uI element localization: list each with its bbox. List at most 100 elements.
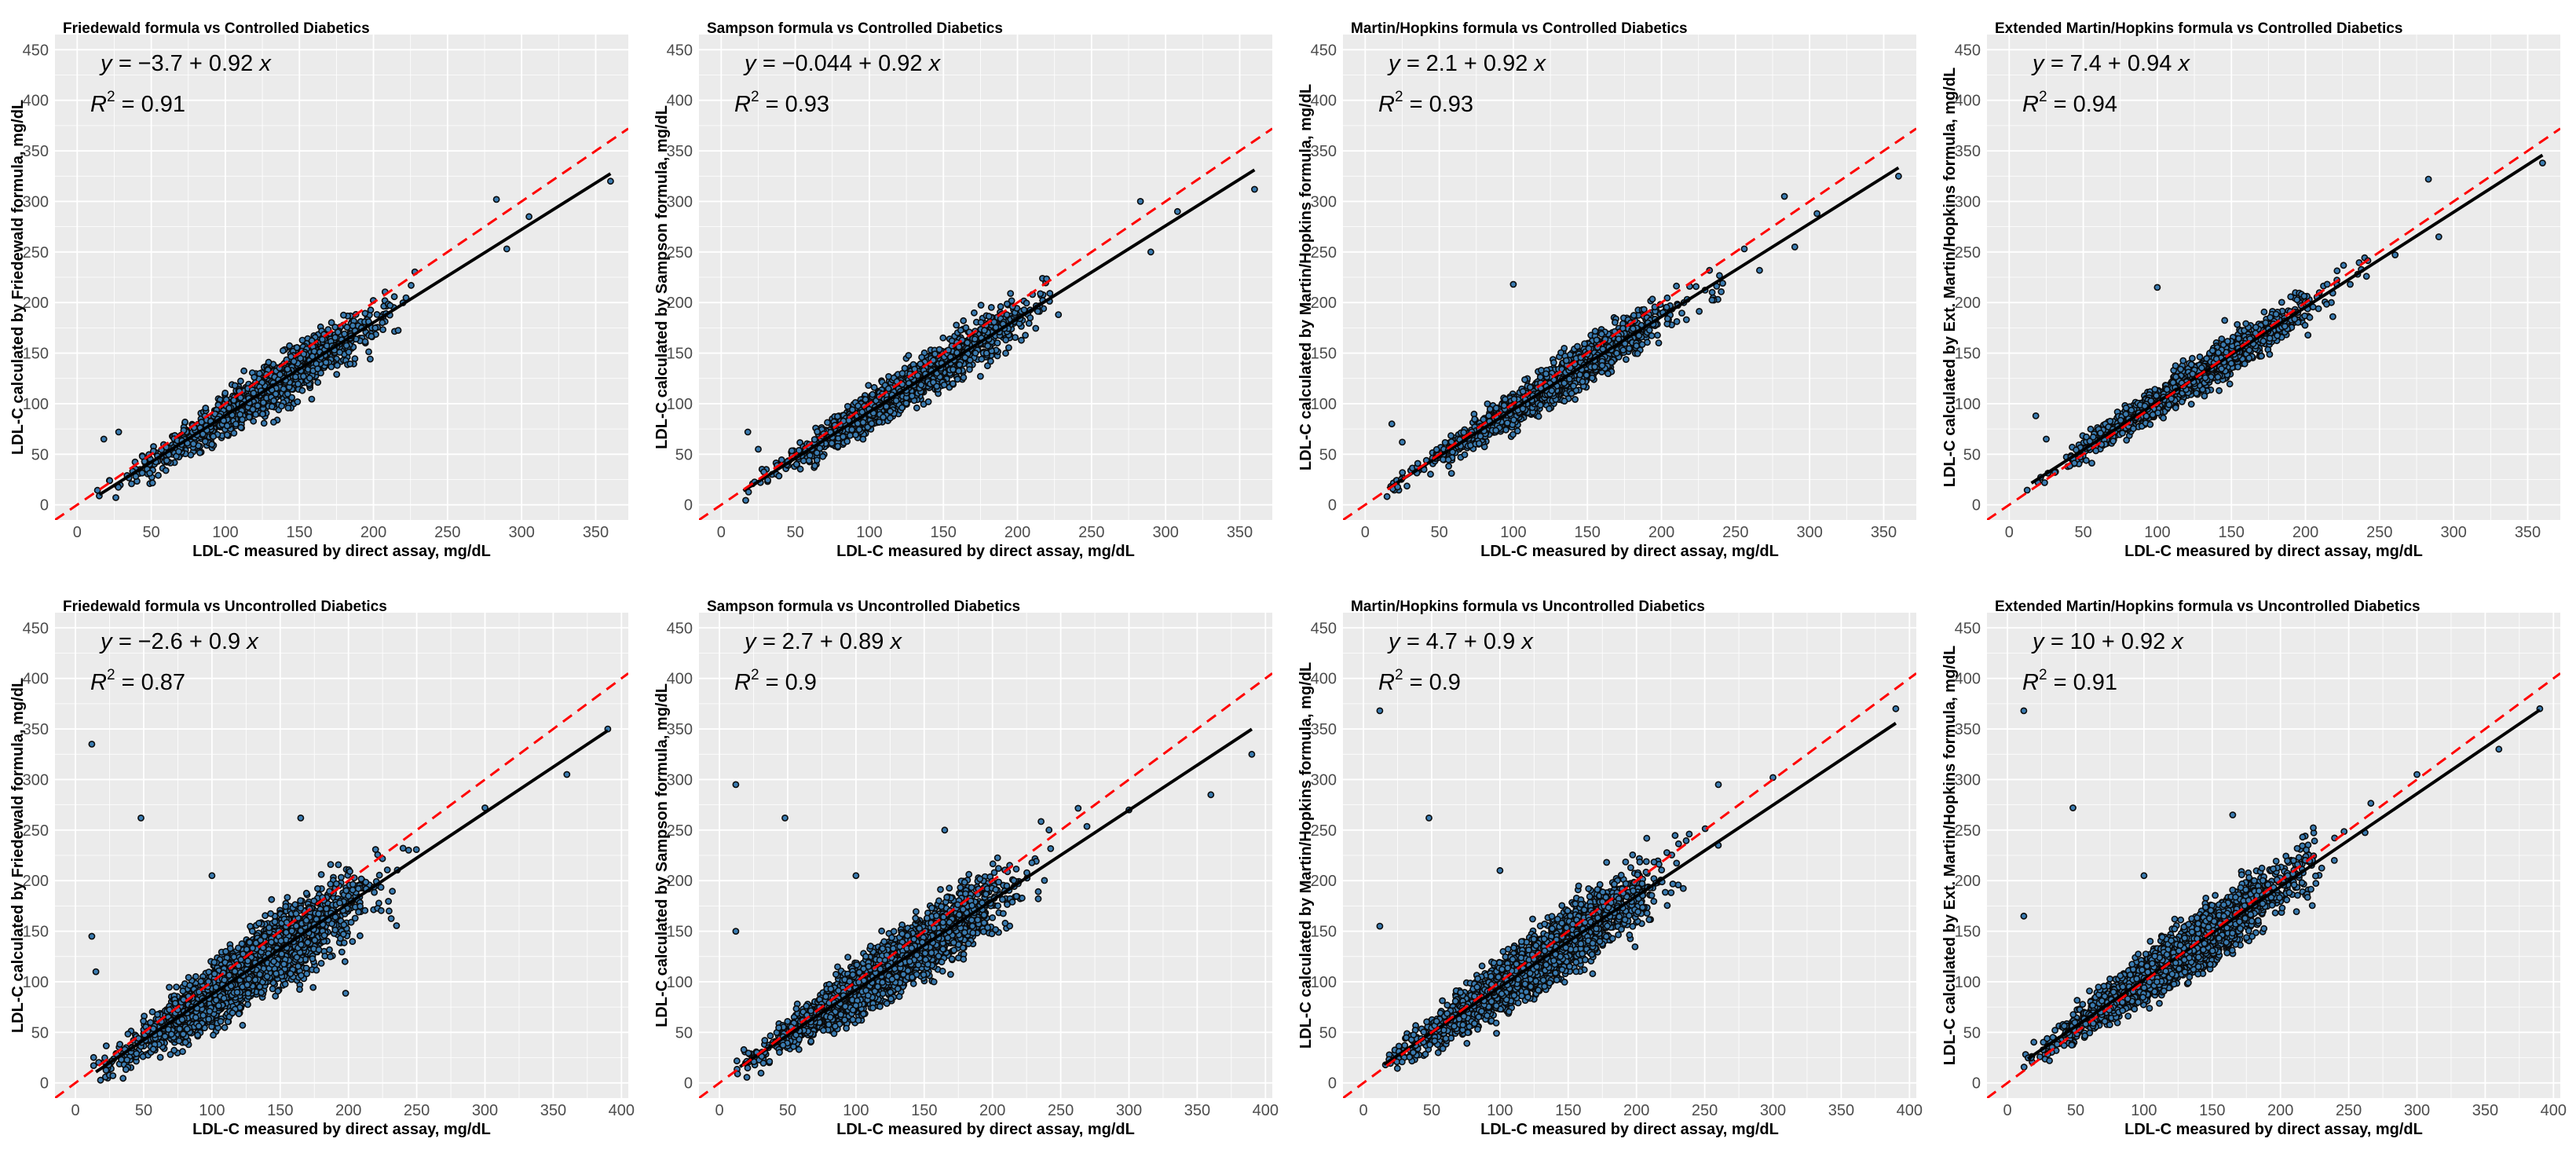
data-point: [346, 360, 354, 368]
x-tick-label: 50: [2074, 524, 2091, 541]
data-point: [1004, 344, 1012, 351]
data-point: [361, 309, 369, 317]
x-tick-label: 0: [1361, 524, 1370, 541]
data-point: [268, 403, 276, 410]
data-point: [940, 381, 948, 389]
data-point: [892, 397, 900, 405]
data-point: [1719, 280, 1726, 287]
data-point: [1536, 373, 1544, 381]
data-point: [1025, 320, 1033, 327]
data-point: [331, 334, 339, 342]
data-point: [843, 403, 851, 410]
data-point: [1447, 470, 1455, 477]
data-point: [813, 456, 821, 464]
data-point: [1630, 312, 1637, 319]
data-point: [848, 426, 856, 434]
data-point: [1414, 460, 1422, 467]
data-point: [983, 362, 991, 370]
identity-line: [1343, 127, 1916, 520]
data-point: [778, 456, 785, 463]
y-tick-label: 50: [31, 446, 49, 463]
data-point: [333, 371, 341, 378]
data-point: [977, 302, 985, 309]
data-point: [1521, 375, 1528, 383]
data-point: [935, 346, 943, 353]
data-point: [1447, 432, 1454, 440]
regression-equation: y = 2.1 + 0.92 x: [1387, 51, 1546, 76]
x-tick-label: 100: [856, 524, 882, 541]
data-point: [202, 405, 210, 412]
data-point: [1519, 387, 1527, 395]
data-point: [843, 438, 851, 445]
data-point: [115, 428, 123, 436]
x-tick-label: 150: [287, 524, 313, 541]
data-point: [1598, 361, 1606, 369]
data-point: [883, 403, 890, 410]
data-point: [181, 418, 188, 426]
y-tick-label: 450: [23, 42, 49, 59]
data-point: [379, 319, 386, 327]
data-point: [828, 439, 836, 447]
data-point: [270, 397, 277, 405]
data-point: [1622, 356, 1630, 363]
data-point: [1026, 314, 1034, 321]
data-point: [1581, 340, 1588, 347]
y-tick-label: 350: [1311, 143, 1337, 160]
data-point: [1484, 400, 1491, 408]
data-point: [201, 438, 209, 445]
data-point: [796, 465, 804, 473]
data-point: [1461, 451, 1469, 459]
data-point: [112, 494, 119, 501]
data-point: [953, 375, 961, 383]
data-point: [1509, 430, 1517, 438]
data-point: [239, 416, 246, 423]
data-point: [280, 385, 287, 393]
y-tick-label: 200: [1955, 295, 1981, 312]
data-point: [189, 440, 197, 448]
data-point: [956, 361, 964, 368]
data-point: [1692, 283, 1700, 291]
identity-line: [699, 127, 1272, 520]
data-point: [251, 373, 258, 381]
y-tick-label: 0: [40, 497, 49, 514]
data-point: [1433, 445, 1440, 453]
data-point: [230, 397, 238, 404]
y-tick-label: 250: [23, 244, 49, 262]
r-squared-label: R2 = 0.93: [1378, 89, 1473, 117]
data-point: [223, 422, 231, 430]
data-point: [334, 328, 342, 336]
data-point: [286, 342, 293, 350]
data-point: [862, 396, 869, 404]
y-tick-label: 0: [1328, 497, 1337, 514]
x-tick-label: 300: [1152, 524, 1178, 541]
data-point: [1591, 328, 1599, 335]
data-point: [966, 365, 973, 373]
data-point: [2087, 425, 2095, 433]
data-point: [1625, 345, 1633, 353]
data-point: [1018, 336, 1025, 344]
data-point: [1550, 359, 1557, 366]
data-point: [971, 335, 979, 343]
x-tick-label: 200: [2292, 524, 2318, 541]
data-point: [1708, 296, 1716, 304]
data-point: [1696, 307, 1703, 315]
data-point: [318, 335, 326, 343]
y-tick-label: 400: [1955, 93, 1981, 110]
data-point: [314, 379, 322, 386]
data-point: [221, 389, 229, 397]
data-point: [272, 390, 280, 397]
data-point: [1399, 438, 1406, 446]
data-point: [1791, 243, 1798, 251]
data-point: [816, 445, 824, 452]
data-point: [1557, 349, 1564, 357]
data-point: [775, 472, 783, 480]
data-point: [1673, 282, 1680, 290]
y-tick-label: 300: [667, 193, 693, 211]
x-tick-label: 250: [2366, 524, 2392, 541]
data-point: [1678, 309, 1685, 317]
data-point: [811, 462, 818, 470]
x-tick-label: 300: [508, 524, 534, 541]
y-tick-label: 200: [667, 295, 693, 312]
data-point: [1655, 339, 1663, 346]
data-point: [846, 432, 854, 439]
